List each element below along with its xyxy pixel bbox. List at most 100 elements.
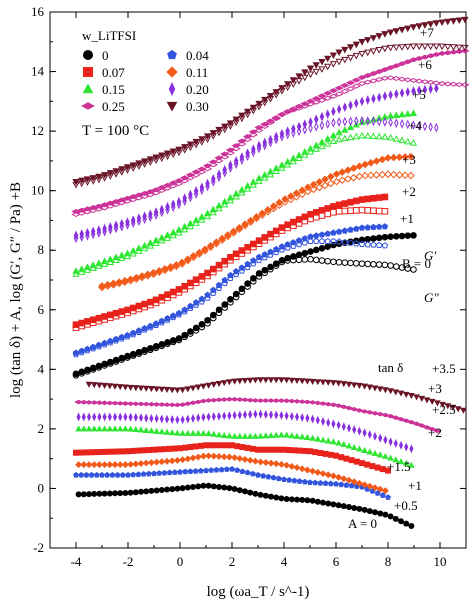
- g-prime-point: [118, 251, 126, 259]
- tan-delta-point: [335, 473, 343, 481]
- g-prime-point: [386, 112, 395, 119]
- tan-delta-point: [203, 442, 209, 449]
- tan-delta-point: [148, 487, 155, 494]
- tan-delta-point: [356, 382, 363, 389]
- g-double-prime-point: [404, 43, 412, 51]
- series-0.11: [75, 152, 415, 495]
- tan-delta-point: [303, 399, 312, 405]
- tan-delta-point: [366, 448, 374, 455]
- tan-delta-point: [187, 444, 194, 451]
- g-prime-point: [269, 202, 278, 210]
- tan-delta-point: [158, 487, 165, 494]
- tan-delta-point: [227, 411, 232, 421]
- g-prime-point: [202, 163, 213, 169]
- tan-delta-point: [205, 382, 212, 389]
- legend-marker: [166, 66, 178, 78]
- g-double-prime-point: [345, 86, 356, 92]
- g-prime-point: [335, 128, 343, 136]
- tan-delta-point: [252, 377, 259, 384]
- tan-delta-point: [145, 447, 152, 454]
- g-double-prime-point: [358, 240, 366, 248]
- g-prime-point: [232, 116, 240, 124]
- g-prime-point: [165, 201, 170, 212]
- g-double-prime-point: [208, 162, 218, 168]
- g-prime-point: [78, 265, 86, 272]
- tan-delta-point: [229, 465, 235, 472]
- tan-shift-label: +1: [408, 478, 422, 493]
- g-double-prime-point: [351, 83, 361, 89]
- tan-delta-point: [220, 453, 228, 461]
- g-prime-point: [306, 65, 315, 73]
- g-double-prime-point: [292, 193, 301, 201]
- g-prime-point: [211, 174, 216, 184]
- tan-delta-point: [203, 467, 209, 474]
- g-prime-point: [147, 344, 154, 352]
- tan-delta-point: [156, 470, 163, 476]
- g-double-prime-point: [286, 195, 295, 204]
- tan-delta-point: [142, 426, 150, 433]
- tan-delta-point: [330, 380, 337, 387]
- tan-delta-point: [294, 412, 300, 422]
- tan-delta-point: [293, 432, 301, 439]
- tan-delta-point: [291, 477, 298, 484]
- g-prime-point: [123, 164, 132, 171]
- g-prime-point: [188, 189, 193, 200]
- g-prime-point: [122, 195, 133, 201]
- g-double-prime-point: [401, 171, 409, 180]
- g-prime-point: [372, 157, 381, 165]
- g-double-prime-point: [324, 140, 332, 147]
- tan-delta-point: [236, 487, 243, 494]
- legend-marker: [167, 49, 177, 60]
- tan-delta-point: [296, 478, 303, 484]
- g-prime-point: [204, 291, 211, 298]
- g-prime-point: [126, 275, 135, 284]
- g-prime-point: [364, 37, 372, 44]
- g-prime-point: [359, 96, 365, 107]
- g-double-prime-point: [319, 120, 325, 131]
- tan-delta-point: [262, 459, 270, 466]
- tan-delta-point: [307, 448, 313, 455]
- tan-delta-point: [325, 500, 332, 507]
- g-prime-point: [367, 159, 375, 167]
- y-tick-label: 6: [38, 302, 45, 317]
- g-prime-point: [261, 96, 269, 104]
- tan-delta-point: [265, 446, 272, 453]
- g-double-prime-point: [342, 116, 348, 127]
- tan-delta-point: [197, 467, 204, 474]
- tan-delta-point: [327, 451, 334, 458]
- g-double-prime-point: [242, 136, 253, 142]
- tan-delta-point: [144, 413, 149, 423]
- tan-delta-point: [314, 435, 322, 442]
- tan-delta-point: [314, 498, 321, 505]
- tan-delta-point: [284, 411, 289, 421]
- tan-delta-point: [288, 377, 296, 384]
- data-markers: [71, 16, 470, 529]
- g-double-prime-point: [405, 119, 410, 130]
- g-double-prime-point: [367, 171, 375, 180]
- g-prime-point: [243, 108, 252, 116]
- g-prime-point: [192, 138, 200, 146]
- g-double-prime-point: [335, 208, 343, 215]
- g-double-prime-point: [338, 176, 347, 185]
- g-prime-point: [98, 282, 106, 290]
- tan-delta-point: [444, 403, 452, 410]
- g-prime-point: [381, 223, 389, 230]
- tan-delta-point: [189, 429, 197, 436]
- g-prime-point: [176, 196, 182, 207]
- tan-delta-point: [278, 431, 285, 438]
- tan-delta-point: [376, 386, 384, 393]
- g-prime-point: [283, 157, 292, 165]
- g-prime-point: [306, 144, 315, 152]
- tan-delta-point: [148, 427, 155, 434]
- g-double-prime-point: [420, 79, 430, 85]
- tan-delta-point: [189, 454, 197, 462]
- tan-delta-point: [403, 520, 410, 527]
- g-double-prime-point: [260, 123, 270, 129]
- tan-delta-point: [171, 469, 178, 475]
- g-prime-point: [244, 243, 251, 251]
- tan-delta-point: [111, 461, 119, 469]
- g-prime-point: [135, 244, 143, 251]
- g-prime-point: [404, 110, 412, 117]
- g-prime-point: [347, 198, 354, 206]
- g-prime-point: [272, 164, 280, 172]
